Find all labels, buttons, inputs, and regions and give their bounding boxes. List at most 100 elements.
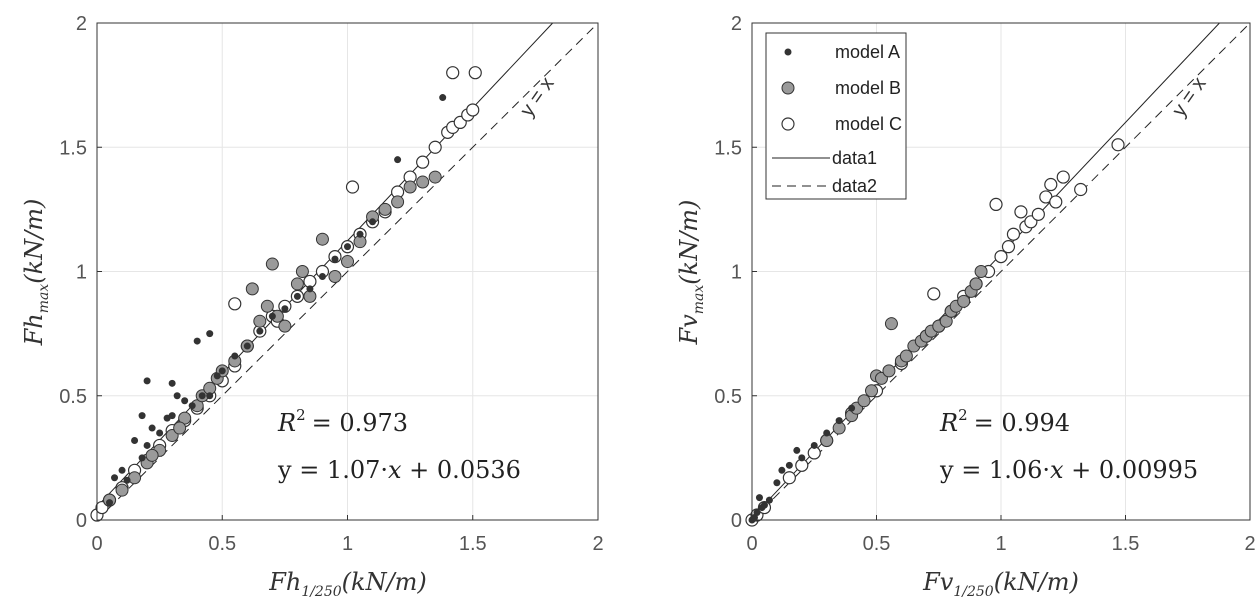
left-point-model-b-14 (245, 282, 259, 296)
left-xtick-label-1: 0.5 (208, 533, 236, 555)
left-point-model-b-1 (115, 483, 129, 497)
left-point-model-a-32 (439, 94, 447, 102)
left-point-model-a-8 (156, 429, 164, 437)
legend-label-data2: data2 (832, 176, 877, 196)
right-point-model-c-21 (1014, 205, 1028, 219)
left-point-model-a-13 (188, 402, 196, 410)
left-xtick-label-3: 1.5 (459, 533, 487, 555)
right-point-model-c-26 (1044, 177, 1058, 192)
left-point-model-a-36 (206, 392, 214, 400)
right-point-model-a-11 (798, 454, 806, 462)
left-x-axis-label: Fh1/250(kN/m) (268, 568, 427, 600)
left-ytick-label-3: 1.5 (59, 137, 87, 159)
right-xtick-label-0: 0 (746, 533, 757, 555)
right-point-model-b-11 (899, 349, 913, 363)
left-point-model-a-26 (318, 272, 326, 280)
left-point-model-b-21 (315, 232, 329, 246)
right-point-model-b-22 (969, 277, 983, 291)
left-point-model-a-16 (206, 330, 214, 338)
left-ytick-label-0: 0 (76, 510, 87, 532)
left-y-axis-label: Fhmax(kN/m) (20, 199, 52, 347)
legend-marker-model-a (784, 48, 792, 56)
left-point-model-a-33 (143, 441, 151, 449)
right-point-model-c-3 (782, 471, 796, 485)
right-point-model-a-2 (753, 509, 761, 517)
right-point-model-a-3 (755, 494, 763, 502)
left-point-model-a-11 (173, 392, 181, 400)
right-point-model-a-14 (835, 417, 843, 425)
right-point-model-c-27 (1049, 195, 1063, 209)
left-point-model-b-22 (328, 269, 342, 283)
right-point-model-c-20 (1006, 227, 1021, 241)
left-point-model-a-31 (394, 156, 402, 164)
right-point-model-b-20 (957, 294, 971, 308)
left-point-model-a-12 (181, 397, 189, 405)
legend: model A model B model C data1 data2 (765, 32, 907, 200)
left-point-model-a-7 (148, 424, 156, 432)
right-point-model-b-9 (884, 317, 898, 331)
left-point-model-a-19 (231, 352, 239, 360)
left-point-model-b-18 (278, 319, 292, 333)
right-ytick-label-3: 1.5 (714, 137, 742, 159)
left-point-model-b-26 (378, 202, 392, 216)
right-identity-line (751, 22, 1251, 521)
left-r2-annotation: R2 = 0.973 (277, 406, 408, 437)
right-x-axis-label: Fv1/250(kN/m) (922, 568, 1079, 600)
right-point-model-a-10 (793, 446, 801, 454)
legend-marker-model-b (781, 81, 795, 95)
left-point-model-b-29 (416, 175, 430, 189)
left-point-model-b-19 (290, 277, 304, 291)
left-point-model-b-32 (173, 421, 187, 435)
right-point-model-a-15 (848, 404, 856, 412)
right-point-model-a-7 (773, 479, 781, 487)
left-point-model-a-35 (168, 412, 176, 420)
right-point-model-c-18 (994, 249, 1008, 264)
left-point-model-b-2 (128, 471, 142, 485)
left-point-model-a-14 (193, 337, 201, 345)
left-point-model-b-30 (428, 170, 442, 184)
left-identity-line (96, 22, 599, 521)
left-point-model-a-28 (344, 243, 351, 251)
legend-label-model-b: model B (835, 78, 901, 98)
right-ytick-label-2: 1 (731, 262, 742, 284)
left-ytick-label-1: 0.5 (59, 386, 87, 408)
right-ytick-label-1: 0.5 (714, 386, 742, 408)
left-point-model-b-31 (145, 448, 159, 462)
left-point-model-a-20 (243, 342, 251, 350)
left-point-model-a-2 (118, 466, 126, 474)
left-xtick-label-2: 1 (342, 533, 353, 555)
left-points (90, 66, 482, 522)
right-point-model-c-29 (1074, 182, 1088, 197)
left-point-model-a-18 (218, 367, 226, 375)
left-ytick-label-4: 2 (76, 13, 87, 35)
left-point-model-a-30 (369, 218, 377, 226)
left-point-model-b-15 (253, 314, 267, 328)
legend-marker-model-c (781, 117, 795, 131)
right-point-model-b-4 (857, 394, 871, 408)
left-ticks: 0 0.5 1 1.5 2 0 0.5 1 1.5 2 (59, 13, 603, 555)
left-point-model-a-23 (281, 305, 289, 313)
right-point-model-c-17 (989, 197, 1003, 212)
right-xtick-label-1: 0.5 (863, 533, 891, 555)
left-point-model-b-23 (341, 255, 354, 269)
right-ticks: 0 0.5 1 1.5 2 0 0.5 1 1.5 2 (714, 13, 1255, 555)
left-chart: 0 0.5 1 1.5 2 0 0.5 1 1.5 2 Fh1/250(kN/m) Fhmax(k… (20, 13, 604, 600)
left-point-model-a-27 (331, 255, 339, 263)
right-xtick-label-3: 1.5 (1112, 533, 1140, 555)
right-point-model-c-30 (1111, 138, 1125, 152)
left-ytick-label-2: 1 (76, 262, 87, 284)
left-point-model-a-29 (356, 230, 364, 238)
left-point-model-c-38 (468, 66, 482, 80)
right-point-model-a-12 (810, 441, 818, 449)
left-point-model-a-34 (138, 454, 146, 462)
left-xtick-label-0: 0 (91, 533, 102, 555)
left-point-model-a-24 (293, 292, 301, 300)
right-fit-equation: y = 1.06·x + 0.00995 (939, 456, 1198, 484)
right-point-model-c-19 (1001, 240, 1016, 254)
right-point-model-a-13 (823, 429, 831, 437)
left-point-model-c-37 (446, 66, 460, 80)
left-point-model-b-34 (295, 265, 309, 278)
left-xtick-label-4: 2 (592, 533, 603, 555)
left-point-model-b-27 (391, 195, 405, 209)
